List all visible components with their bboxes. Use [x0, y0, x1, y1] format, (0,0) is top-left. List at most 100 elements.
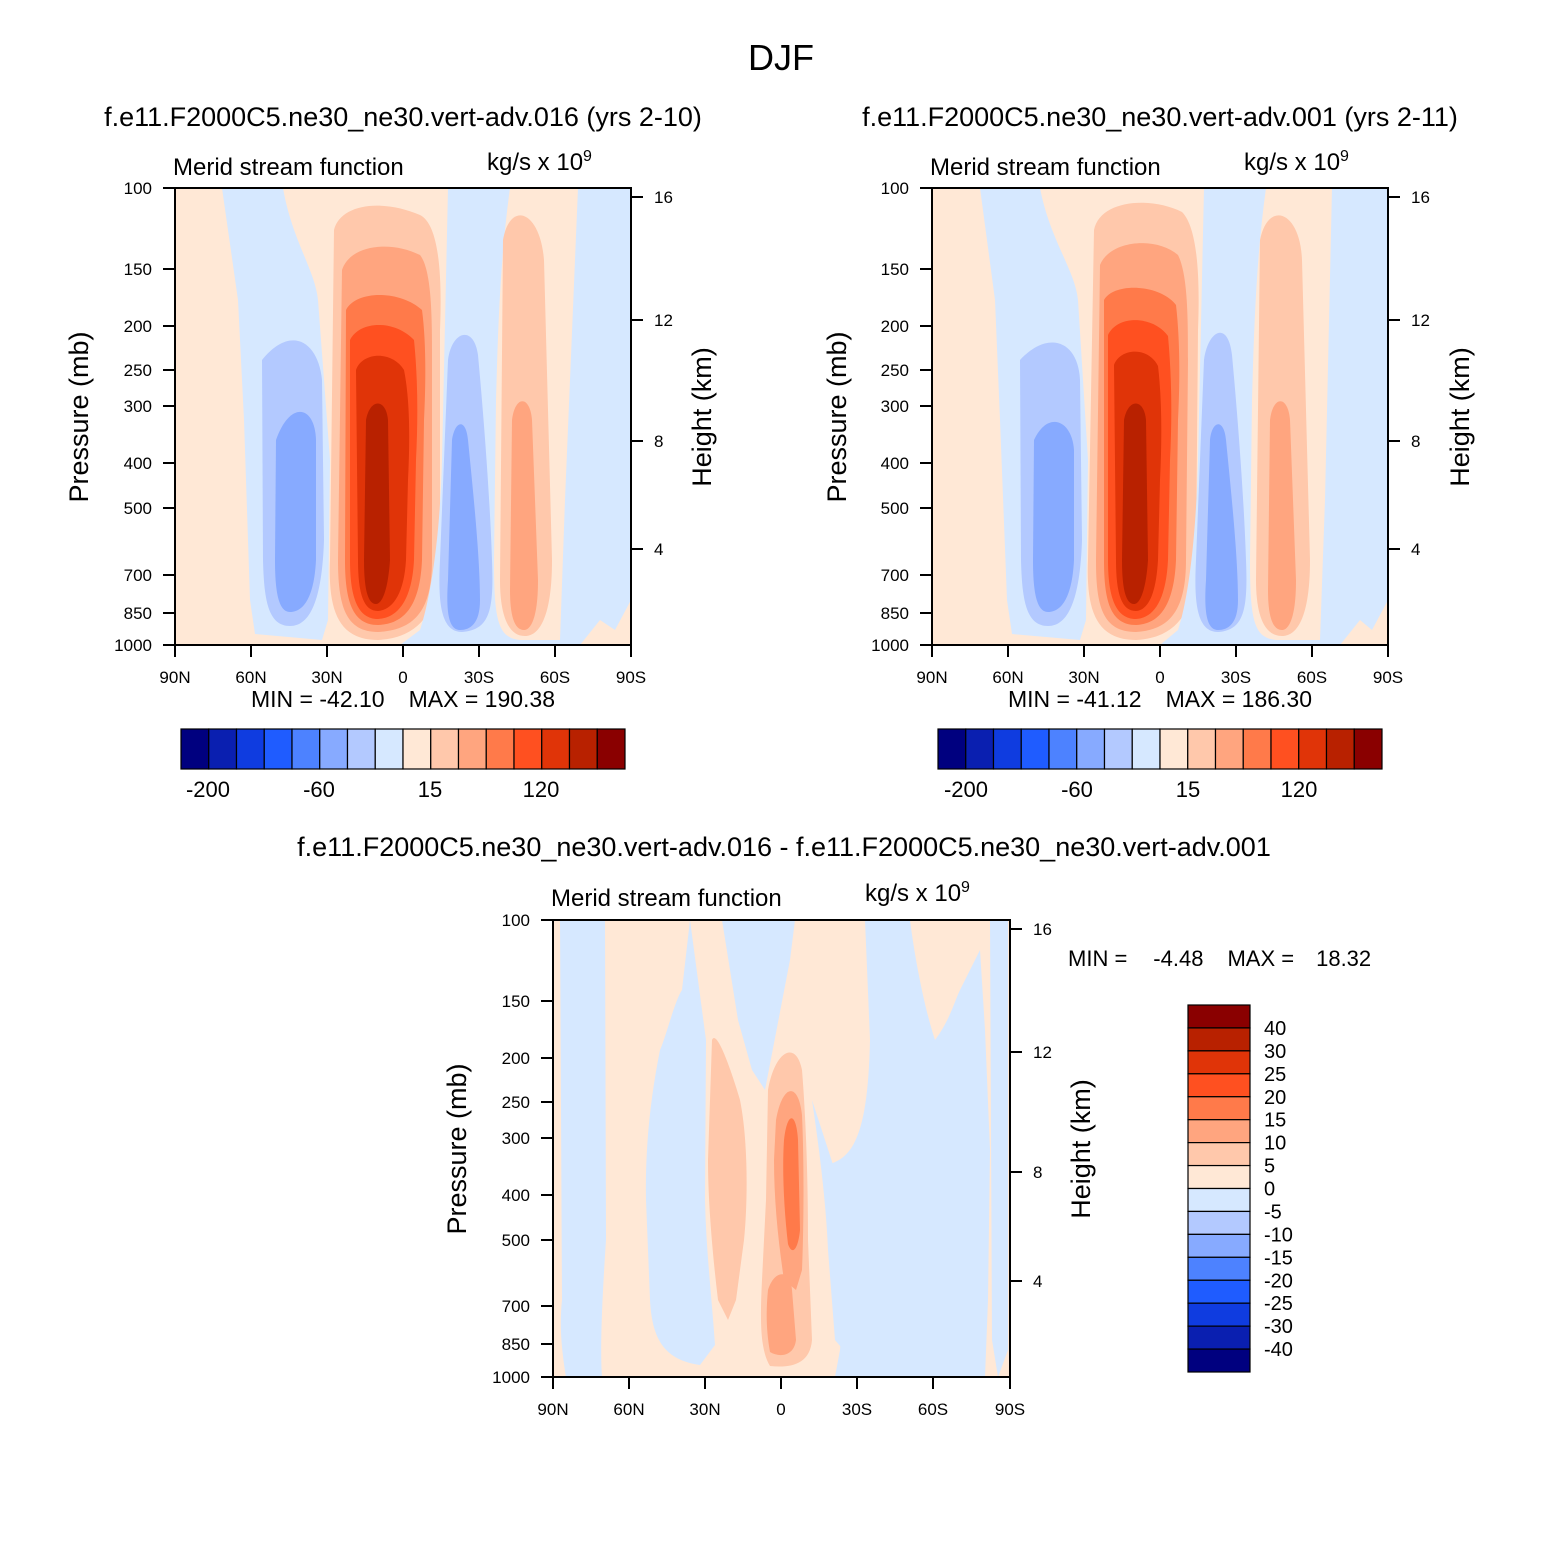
- panel-b-y2tick-label: 8: [1411, 432, 1420, 451]
- panel-a-contour-neg-nh-3: [275, 411, 316, 612]
- panel-b-xtick-label: 0: [1155, 668, 1164, 687]
- panel-a-yticks: 100 150 200 250 300 400 500 700 850 1000: [114, 179, 175, 655]
- panel-c-xtick-label: 0: [776, 1400, 785, 1419]
- panel-c-colorbar-tick: -20: [1264, 1270, 1293, 1292]
- panel-c-colorbar-tick: 0: [1264, 1179, 1275, 1201]
- panel-c-minmax: MIN = -4.48 MAX = 18.32: [1068, 946, 1371, 971]
- panel-c-colorbar-swatch: [1187, 1279, 1251, 1304]
- panel-a-xtick-label: 30S: [464, 668, 494, 687]
- panel-b-xtick-label: 60N: [992, 668, 1023, 687]
- panel-c-colorbar-swatch: [1187, 1027, 1251, 1052]
- panel-c-colorbar-swatch: [1187, 1073, 1251, 1098]
- panel-b-colorbar-swatch: [1159, 728, 1189, 770]
- panel-a-min-label: MIN: [251, 686, 293, 712]
- panel-b-colorbar-swatch: [992, 728, 1022, 770]
- panel-b-colorbar-tick: -60: [1061, 777, 1093, 802]
- panel-b-left-subtitle: Merid stream function: [930, 154, 1161, 181]
- panel-c-colorbar-tick: 25: [1264, 1064, 1286, 1086]
- panel-a-contour-neg-sh-3: [447, 424, 480, 630]
- panel-a-y2tick-label: 12: [654, 311, 673, 330]
- panel-a-ytick-label: 250: [124, 361, 152, 380]
- panel-c-colorbar-tick: 30: [1264, 1041, 1286, 1063]
- panel-a-y2ticks: 16 12 8 4: [631, 188, 673, 559]
- panel-c-max-value: 18.32: [1316, 946, 1371, 971]
- panel-c-colorbar-swatch: [1187, 1164, 1251, 1190]
- panel-a-minmax: MIN = -42.10 MAX = 190.38: [251, 686, 555, 712]
- panel-b-xtick-label: 90N: [916, 668, 947, 687]
- panel-c-xtick-label: 60N: [613, 1400, 644, 1419]
- panel-b-yticks: 100 150 200 250 300 400 500 700 850 1000: [871, 179, 932, 655]
- panel-a-colorbar-tick: 15: [418, 777, 442, 802]
- panel-c-xtick-label: 90N: [537, 1400, 568, 1419]
- panel-a-colorbar-swatch: [319, 728, 349, 770]
- panel-c-colorbar-tick: -5: [1264, 1201, 1282, 1223]
- panel-b-contour-pos-sh-2: [1268, 401, 1296, 630]
- panel-c-min-label: MIN =: [1068, 946, 1127, 971]
- panel-c-colorbar-tick: -15: [1264, 1247, 1293, 1269]
- panel-b-right-subtitle: kg/s x 109: [1244, 148, 1349, 176]
- panel-c-y2tick-label: 4: [1033, 1272, 1042, 1291]
- panel-c-colorbar-tick: 5: [1264, 1156, 1275, 1178]
- panel-c-ytick-label: 150: [502, 992, 530, 1011]
- panel-b-xticks: 90N 60N 30N 0 30S 60S 90S: [916, 645, 1403, 687]
- panel-c-contour-neg-4: [825, 920, 990, 1377]
- panel-a-contour-pos-sh-2: [510, 401, 538, 630]
- panel-c-left-subtitle: Merid stream function: [551, 885, 782, 912]
- panel-a-colorbar-swatch: [291, 728, 321, 770]
- panel-c-contour-neg-5: [812, 1100, 852, 1360]
- panel-b-ytick-label: 150: [881, 260, 909, 279]
- panel-a-ytick-label: 1000: [114, 636, 152, 655]
- panel-a-ytick-label: 200: [124, 317, 152, 336]
- panel-a-ytick-label: 300: [124, 397, 152, 416]
- panel-a-colorbar-swatch: [457, 728, 487, 770]
- panel-c-colorbar-swatches: [1187, 1004, 1251, 1373]
- panel-c-colorbar-swatch: [1187, 1210, 1251, 1235]
- panel-a-colorbar-swatch: [430, 728, 460, 770]
- panel-a-colorbar-tick: -200: [186, 777, 230, 802]
- panel-a-ylabel: Pressure (mb): [64, 331, 94, 502]
- panel-c-colorbar-tick: 15: [1264, 1110, 1286, 1132]
- panel-b-colorbar-swatch: [1187, 728, 1217, 770]
- panel-c-contour-neg-3: [722, 920, 795, 1090]
- panel-c-y2tick-label: 12: [1033, 1043, 1052, 1062]
- panel-c-contour-neg-6: [990, 920, 1008, 1377]
- panel-c-ytick-label: 1000: [492, 1368, 530, 1387]
- panel-c-ytick-label: 300: [502, 1129, 530, 1148]
- panel-c-ytick-label: 500: [502, 1231, 530, 1250]
- panel-c-max-label: MAX =: [1227, 946, 1294, 971]
- panel-a-ytick-label: 700: [124, 566, 152, 585]
- panel-b-contour-neg-nh-3: [1033, 421, 1074, 612]
- panel-c-field: [553, 920, 1010, 1377]
- panel-c-xtick-label: 30N: [689, 1400, 720, 1419]
- panel-a-contour-pos-6: [364, 403, 390, 604]
- panel-b-contour-edge: [1340, 600, 1388, 645]
- panel-a-colorbar-swatch: [374, 728, 404, 770]
- panel-b-max-label: MAX: [1166, 686, 1216, 712]
- panel-a-y2tick-label: 16: [654, 188, 673, 207]
- panel-a-colorbar-swatches: [180, 728, 626, 770]
- panel-b-contour-neg-sh-3: [1205, 424, 1238, 630]
- panel-a-max-value: 190.38: [485, 686, 555, 712]
- panel-b-ytick-label: 250: [881, 361, 909, 380]
- panel-a-title: f.e11.F2000C5.ne30_ne30.vert-adv.016 (yr…: [104, 102, 702, 132]
- panel-b-colorbar-tick: -200: [944, 777, 988, 802]
- panel-a-colorbar-tick: 120: [523, 777, 560, 802]
- panel-c-colorbar-swatch: [1187, 1004, 1251, 1029]
- panel-a-field: [175, 188, 631, 645]
- panel-c-ytick-label: 700: [502, 1297, 530, 1316]
- panel-b-colorbar-swatch: [1048, 728, 1078, 770]
- panel-b-colorbar-swatch: [1020, 728, 1050, 770]
- panel-a-y2tick-label: 4: [654, 540, 663, 559]
- panel-c-colorbar-swatch: [1187, 1119, 1251, 1144]
- panel-a-xtick-label: 30N: [311, 668, 342, 687]
- panel-a-min-value: -42.10: [319, 686, 384, 712]
- panel-c-contour-neg-1: [560, 920, 606, 1377]
- panel-a: f.e11.F2000C5.ne30_ne30.vert-adv.016 (yr…: [64, 102, 717, 802]
- panel-c-ytick-label: 100: [502, 911, 530, 930]
- panel-b-colorbar-swatch: [965, 728, 995, 770]
- panel-b-min-label: MIN: [1008, 686, 1050, 712]
- panel-b-field: [932, 188, 1388, 645]
- panel-c-ylabel: Pressure (mb): [442, 1063, 472, 1234]
- panel-b: f.e11.F2000C5.ne30_ne30.vert-adv.001 (yr…: [822, 102, 1475, 802]
